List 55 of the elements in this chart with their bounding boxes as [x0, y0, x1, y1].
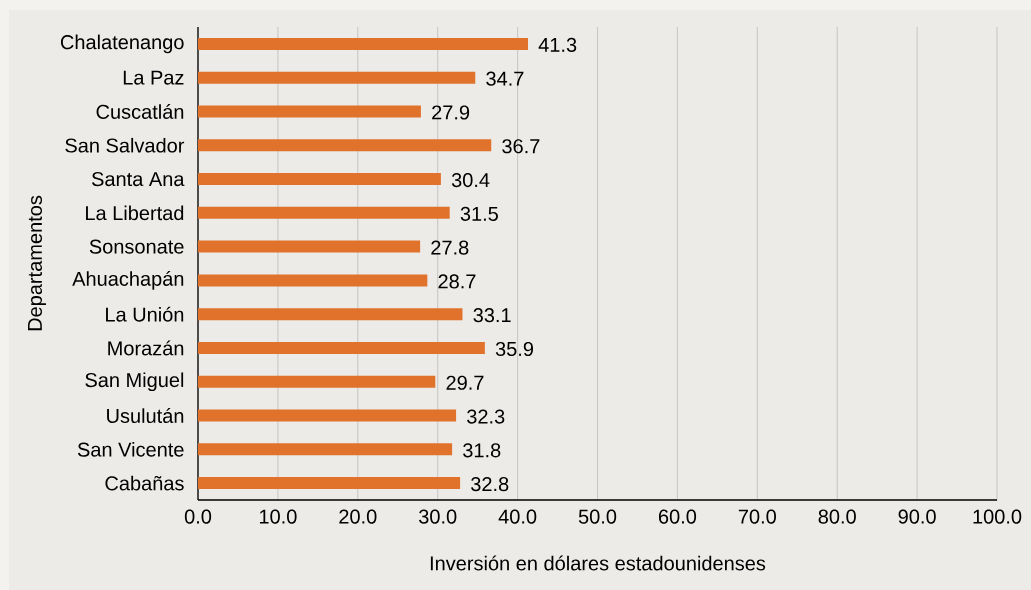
- bar: [198, 173, 441, 186]
- data-label: 27.9: [432, 105, 470, 120]
- data-label: 29.7: [446, 375, 484, 390]
- bar: [198, 443, 453, 456]
- y-axis-title: Departamentos: [28, 195, 46, 331]
- x-axis-title: Inversión en dólares estadounidenses: [430, 555, 766, 571]
- bar: [198, 477, 461, 490]
- x-tick-label: 100.0: [973, 509, 1022, 524]
- bar: [198, 308, 463, 321]
- y-tick-label: La Unión: [106, 306, 184, 322]
- y-tick-label: Sonsonate: [89, 239, 184, 254]
- y-tick-label: Chalatenango: [60, 34, 184, 54]
- x-tick-label: 60.0: [658, 509, 697, 524]
- bar: [198, 139, 492, 152]
- data-label: 33.1: [473, 308, 511, 323]
- data-label: 31.8: [463, 443, 501, 458]
- y-tick-label: San Salvador: [65, 137, 185, 153]
- data-label: 31.5: [460, 206, 498, 221]
- y-tick-label: La Paz: [123, 70, 184, 85]
- bar: [198, 375, 436, 388]
- x-tick-label: 40.0: [498, 509, 537, 524]
- x-tick-label: 0.0: [184, 509, 212, 524]
- bar: [198, 274, 428, 287]
- bar: [198, 409, 457, 422]
- data-label: 30.4: [451, 172, 490, 188]
- x-tick-label: 20.0: [339, 509, 377, 524]
- y-tick-label: Santa Ana: [91, 171, 185, 187]
- bar: [198, 240, 421, 253]
- y-tick-label: Usulután: [107, 408, 184, 424]
- y-tick-label: Ahuachapán: [72, 270, 184, 290]
- data-label: 28.7: [438, 274, 476, 289]
- x-tick-label: 70.0: [738, 509, 776, 524]
- y-tick-label: Morazán: [108, 340, 184, 356]
- x-tick-label: 30.0: [419, 509, 457, 524]
- x-tick-label: 10.0: [259, 509, 297, 524]
- x-tick-label: 90.0: [898, 509, 936, 524]
- x-tick-label: 80.0: [818, 509, 856, 524]
- bar: [198, 71, 476, 84]
- bar: [198, 341, 485, 354]
- data-label: 41.3: [538, 37, 577, 52]
- data-label: 27.8: [431, 240, 469, 255]
- bar: [198, 37, 528, 50]
- data-label: 36.7: [502, 139, 540, 154]
- bar: [198, 206, 450, 219]
- y-tick-label: Cuscatlán: [96, 104, 184, 119]
- data-label: 35.9: [495, 341, 534, 357]
- y-tick-label: San Miguel: [85, 372, 184, 392]
- y-tick-label: San Vicente: [77, 441, 184, 457]
- data-label: 32.3: [467, 409, 505, 424]
- bar: [198, 105, 421, 118]
- y-tick-label: La Libertad: [86, 205, 184, 221]
- data-label: 32.8: [471, 477, 509, 492]
- data-label: 34.7: [486, 71, 524, 86]
- y-tick-label: Cabañas: [105, 475, 184, 491]
- x-tick-label: 50.0: [578, 509, 617, 524]
